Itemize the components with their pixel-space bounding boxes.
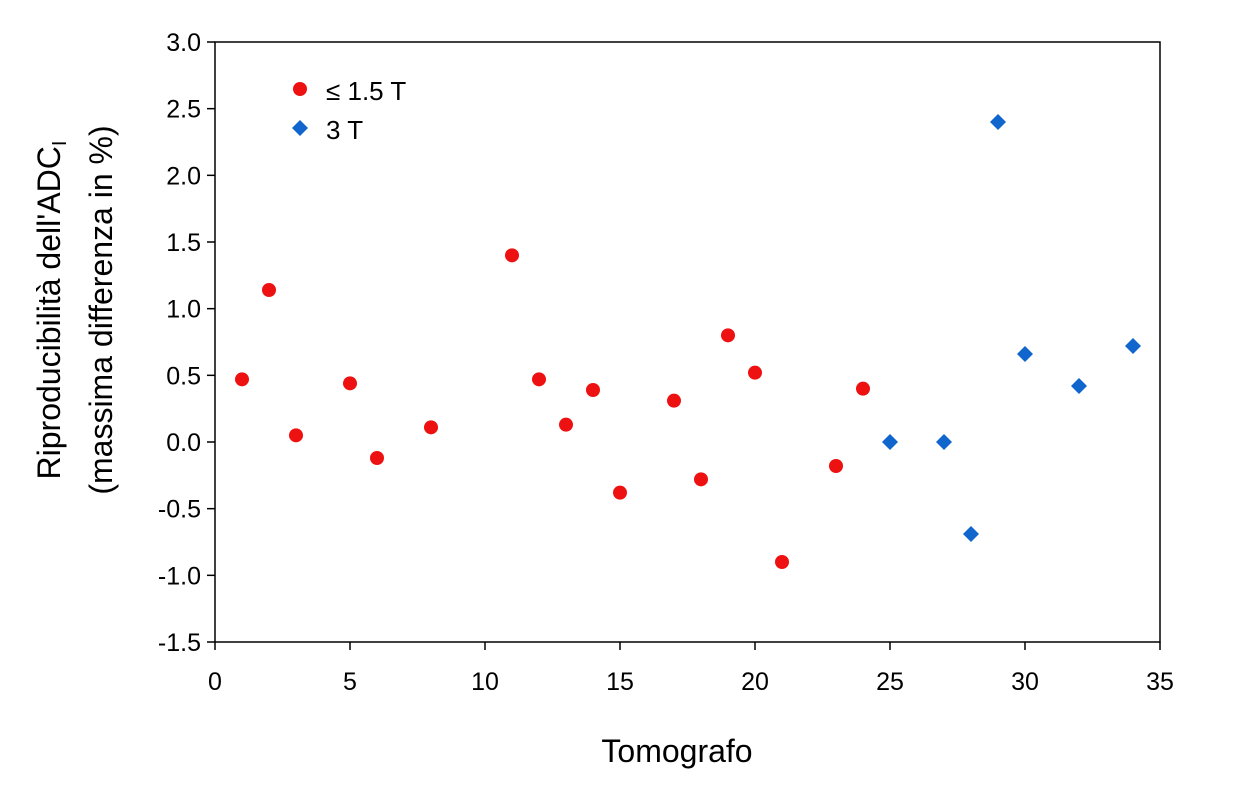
- data-point-series-2: [1071, 378, 1087, 394]
- data-point-series-1: [235, 372, 249, 387]
- data-point-series-1: [748, 365, 762, 380]
- data-point-series-2: [990, 114, 1006, 130]
- data-point-series-1: [721, 328, 735, 343]
- y-tick-label: 3.0: [166, 29, 201, 57]
- y-tick-label: 1.0: [166, 296, 201, 324]
- legend-label-series-2: 3 T: [326, 115, 363, 145]
- y-axis-ticks: -1.5 -1.0 -0.5 0.0 0.5 1.0 1.5 2.0 2.5 3.0: [158, 29, 215, 657]
- legend: ≤ 1.5 T 3 T: [292, 76, 406, 145]
- data-point-series-1: [289, 428, 303, 443]
- x-tick-label: 0: [208, 668, 222, 696]
- x-tick-label: 20: [741, 668, 769, 696]
- data-point-series-2: [1017, 346, 1033, 362]
- data-point-series-1: [559, 417, 573, 432]
- data-point-series-1: [370, 451, 384, 465]
- y-axis-label-subscript: I: [49, 141, 71, 147]
- y-tick-label: -1.5: [158, 629, 201, 657]
- legend-marker-circle: [293, 82, 307, 96]
- data-point-series-1: [505, 248, 519, 263]
- plot-area: [214, 41, 1161, 643]
- data-point-series-1: [532, 372, 546, 387]
- data-point-series-2: [882, 434, 898, 450]
- x-tick-label: 10: [471, 668, 499, 696]
- data-point-series-1: [856, 381, 870, 396]
- y-tick-label: 2.0: [166, 162, 201, 190]
- y-tick-label: -0.5: [158, 496, 201, 524]
- data-point-series-1: [775, 555, 789, 569]
- legend-label-series-1: ≤ 1.5 T: [326, 76, 406, 106]
- y-tick-label: 0.0: [166, 429, 201, 457]
- data-point-series-1: [667, 393, 681, 408]
- x-tick-label: 25: [876, 668, 904, 696]
- y-tick-label: 1.5: [166, 229, 201, 257]
- data-point-series-1: [694, 472, 708, 487]
- data-point-series-2: [963, 526, 979, 542]
- x-axis-ticks: 0 5 10 15 20 25 30 35: [208, 642, 1174, 696]
- data-point-series-1: [343, 376, 357, 391]
- data-point-series-1: [829, 459, 843, 473]
- y-axis-label-line1: Riproducibilità dell'ADC: [31, 146, 67, 479]
- y-tick-label: -1.0: [158, 562, 201, 590]
- data-point-series-1: [586, 383, 600, 397]
- svg-text:Riproducibilità dell'ADCI: Riproducibilità dell'ADCI: [31, 141, 71, 480]
- legend-marker-diamond: [292, 120, 308, 136]
- x-tick-label: 15: [606, 668, 634, 696]
- data-point-series-2: [1125, 338, 1141, 354]
- data-point-series-2: [936, 434, 952, 450]
- y-axis-label-line2: (massima differenza in %): [83, 125, 119, 494]
- data-points: [235, 114, 1141, 569]
- data-point-series-1: [262, 283, 276, 297]
- x-tick-label: 5: [343, 668, 357, 696]
- y-tick-label: 2.5: [166, 96, 201, 124]
- data-point-series-1: [613, 485, 627, 500]
- y-axis-label: Riproducibilità dell'ADCI (massima diffe…: [31, 125, 119, 494]
- x-axis-label: Tomografo: [601, 733, 752, 769]
- x-tick-label: 35: [1146, 668, 1174, 696]
- data-point-series-1: [424, 420, 438, 435]
- y-tick-label: 0.5: [166, 362, 201, 390]
- x-tick-label: 30: [1011, 668, 1039, 696]
